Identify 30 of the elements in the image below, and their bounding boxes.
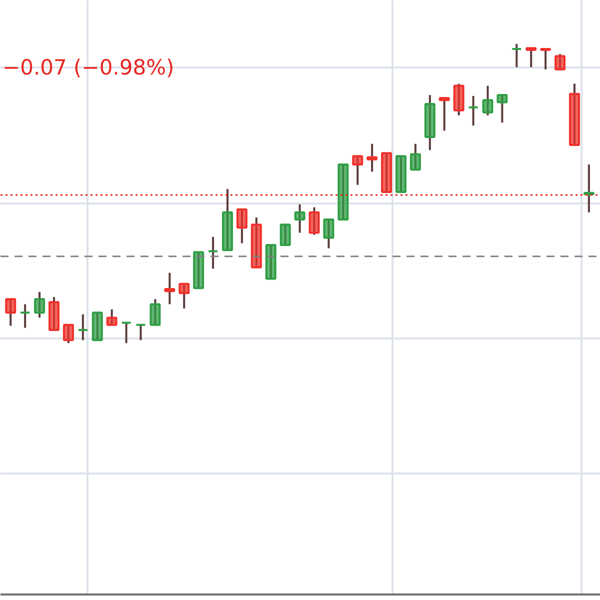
candlestick	[135, 324, 146, 342]
candlestick	[34, 290, 46, 319]
candlestick	[62, 324, 74, 344]
candlestick	[120, 322, 132, 344]
candlestick	[294, 203, 306, 234]
candlestick	[5, 298, 16, 327]
candlestick	[410, 142, 421, 171]
candlestick	[352, 155, 364, 186]
candlestick	[178, 282, 190, 310]
candlestick	[366, 142, 378, 173]
candlestick	[323, 218, 334, 250]
candlestick	[106, 308, 118, 326]
candlestick	[208, 236, 219, 270]
candlestick	[308, 206, 320, 236]
candlestick	[540, 48, 552, 70]
candlestick	[280, 224, 291, 246]
candlestick	[496, 94, 508, 124]
candlestick	[438, 97, 450, 132]
candlestick	[511, 42, 522, 68]
candlestick	[583, 163, 594, 214]
annotation: −0.07 (−0.98%)	[2, 56, 174, 80]
candlestick	[482, 84, 494, 116]
candlestick	[526, 47, 537, 68]
candlestick	[236, 208, 248, 244]
candlestick	[77, 313, 88, 342]
candlestick	[554, 53, 566, 70]
candlestick	[468, 94, 479, 127]
candlestick	[164, 272, 176, 306]
candlestick	[20, 303, 31, 329]
candlestick	[150, 298, 161, 326]
